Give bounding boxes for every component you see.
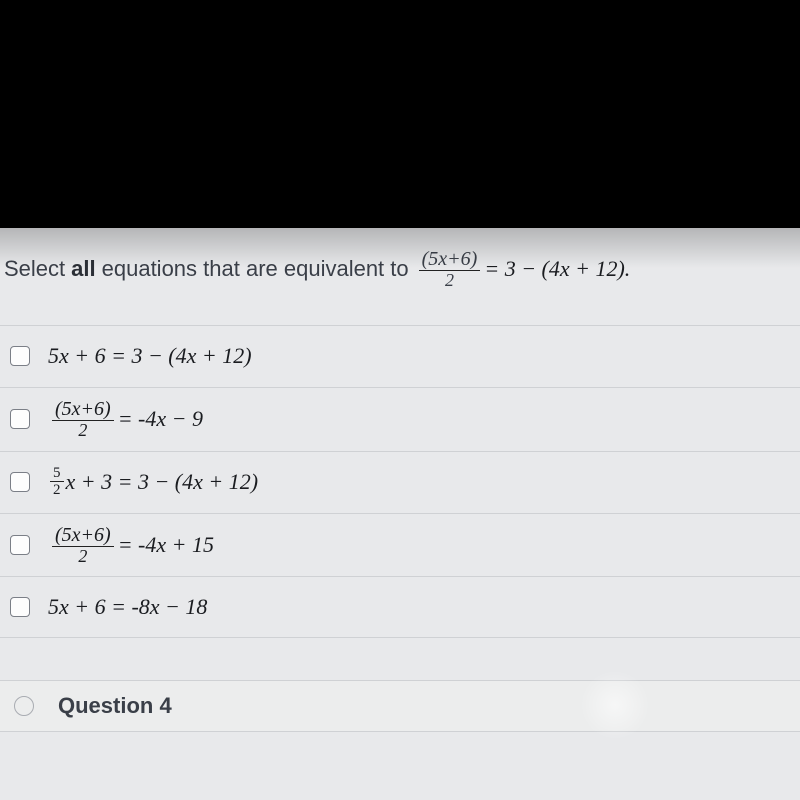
fraction-numerator: (5x+6) bbox=[52, 398, 114, 421]
prompt-rhs: = 3 − (4x + 12). bbox=[484, 255, 630, 284]
equation-rest: x + 3 = 3 − (4x + 12) bbox=[66, 469, 259, 495]
checkbox[interactable] bbox=[10, 535, 30, 555]
prompt-text: equations that are equivalent to bbox=[102, 255, 409, 284]
checkbox[interactable] bbox=[10, 346, 30, 366]
fraction: (5x+6) 2 bbox=[52, 524, 114, 567]
fraction-denominator: 2 bbox=[75, 547, 90, 567]
fraction-denominator: 2 bbox=[442, 271, 457, 291]
next-question-header[interactable]: Question 4 bbox=[0, 680, 800, 732]
answer-options: 5x + 6 = 3 − (4x + 12) (5x+6) 2 = -4x − … bbox=[0, 325, 800, 639]
fraction: 5 2 bbox=[50, 466, 64, 499]
equation-rhs: = -4x + 15 bbox=[118, 532, 214, 558]
answer-option[interactable]: 5x + 6 = 3 − (4x + 12) bbox=[0, 325, 800, 387]
option-equation: (5x+6) 2 = -4x − 9 bbox=[48, 398, 203, 441]
fraction-numerator: 5 bbox=[50, 466, 64, 482]
fraction-denominator: 2 bbox=[50, 482, 64, 499]
next-question-label: Question 4 bbox=[58, 693, 172, 718]
checkbox[interactable] bbox=[10, 472, 30, 492]
answer-option[interactable]: 5x + 6 = -8x − 18 bbox=[0, 576, 800, 638]
answer-option[interactable]: (5x+6) 2 = -4x − 9 bbox=[0, 387, 800, 451]
question-prompt: Select all equations that are equivalent… bbox=[0, 228, 800, 315]
checkbox[interactable] bbox=[10, 409, 30, 429]
option-equation: 5x + 6 = -8x − 18 bbox=[48, 594, 207, 620]
prompt-bold: all bbox=[71, 255, 95, 284]
quiz-panel: Select all equations that are equivalent… bbox=[0, 228, 800, 800]
option-equation: (5x+6) 2 = -4x + 15 bbox=[48, 524, 214, 567]
answer-option[interactable]: (5x+6) 2 = -4x + 15 bbox=[0, 513, 800, 577]
equation-rhs: = -4x − 9 bbox=[118, 406, 203, 432]
checkbox[interactable] bbox=[10, 597, 30, 617]
fraction-numerator: (5x+6) bbox=[52, 524, 114, 547]
prompt-text: Select bbox=[4, 255, 65, 284]
option-equation: 5x + 6 = 3 − (4x + 12) bbox=[48, 343, 252, 369]
option-equation: 5 2 x + 3 = 3 − (4x + 12) bbox=[48, 466, 258, 499]
fraction-numerator: (5x+6) bbox=[419, 248, 481, 271]
fraction-denominator: 2 bbox=[75, 421, 90, 441]
answer-option[interactable]: 5 2 x + 3 = 3 − (4x + 12) bbox=[0, 451, 800, 513]
prompt-fraction: (5x+6) 2 bbox=[419, 248, 481, 291]
fraction: (5x+6) 2 bbox=[52, 398, 114, 441]
